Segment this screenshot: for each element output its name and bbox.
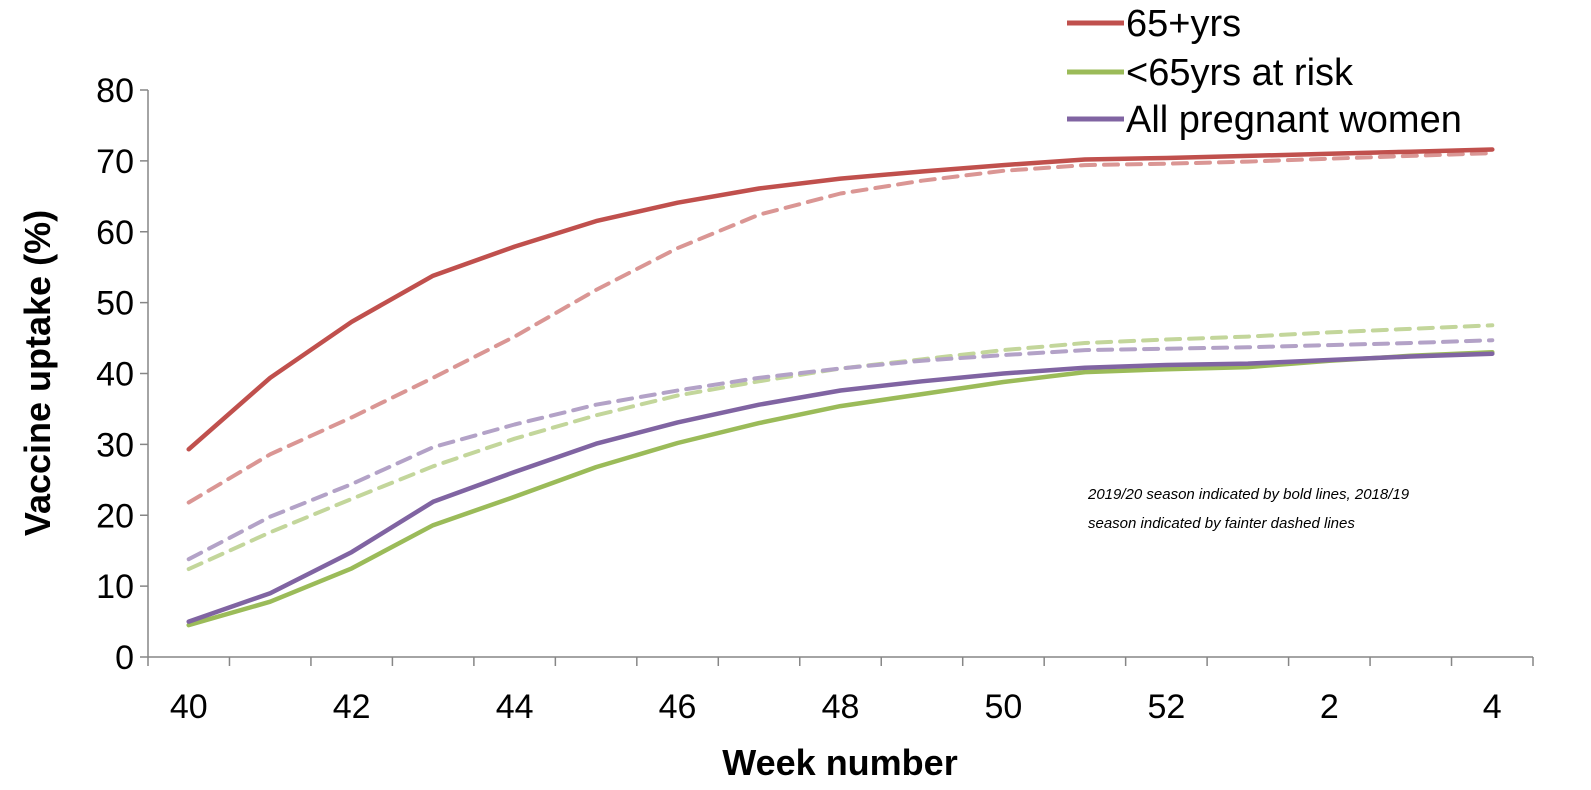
legend: 65+yrs <65yrs at risk All pregnant women xyxy=(1067,3,1462,141)
x-tick-label: 52 xyxy=(1147,688,1185,726)
legend-label: 65+yrs xyxy=(1126,3,1241,45)
series-layer xyxy=(186,147,1495,628)
x-tick-label: 4 xyxy=(1483,688,1502,726)
x-tick-label: 40 xyxy=(170,688,208,726)
series-line-65yrs-at-risk-2018-19 xyxy=(186,323,1495,572)
y-tick-label: 20 xyxy=(96,497,134,535)
legend-label: <65yrs at risk xyxy=(1126,52,1354,94)
y-tick-label: 70 xyxy=(96,143,134,181)
y-tick-label: 50 xyxy=(96,285,134,323)
axes: 0 10 20 30 40 50 60 70 80 40 42 44 46 48 50 52 2 4 xyxy=(96,72,1534,726)
x-tick-label: 50 xyxy=(985,688,1023,726)
series-line-65-yrs-2019-20 xyxy=(186,147,1495,452)
y-tick-label: 40 xyxy=(96,356,134,394)
y-tick-label: 10 xyxy=(96,568,134,606)
annotation-line-2: season indicated by fainter dashed lines xyxy=(1088,515,1355,532)
x-axis-title: Week number xyxy=(722,742,957,783)
y-tick-label: 80 xyxy=(96,72,134,110)
y-tick-label: 60 xyxy=(96,214,134,252)
series-line-all-pregnant-women-2019-20 xyxy=(186,351,1495,624)
series-line-65-yrs-2018-19 xyxy=(186,151,1495,505)
x-tick-label: 42 xyxy=(333,688,371,726)
series-line-all-pregnant-women-2018-19 xyxy=(186,338,1495,562)
y-axis-title: Vaccine uptake (%) xyxy=(17,210,58,536)
x-tick-label: 48 xyxy=(822,688,860,726)
annotation-line-1: 2019/20 season indicated by bold lines, … xyxy=(1087,486,1410,503)
series-line-65yrs-at-risk-2019-20 xyxy=(186,349,1495,628)
x-tick-label: 46 xyxy=(659,688,697,726)
y-tick-label: 30 xyxy=(96,426,134,464)
y-tick-label: 0 xyxy=(115,639,134,677)
x-tick-label: 2 xyxy=(1320,688,1339,726)
legend-label: All pregnant women xyxy=(1126,99,1462,141)
x-tick-label: 44 xyxy=(496,688,534,726)
